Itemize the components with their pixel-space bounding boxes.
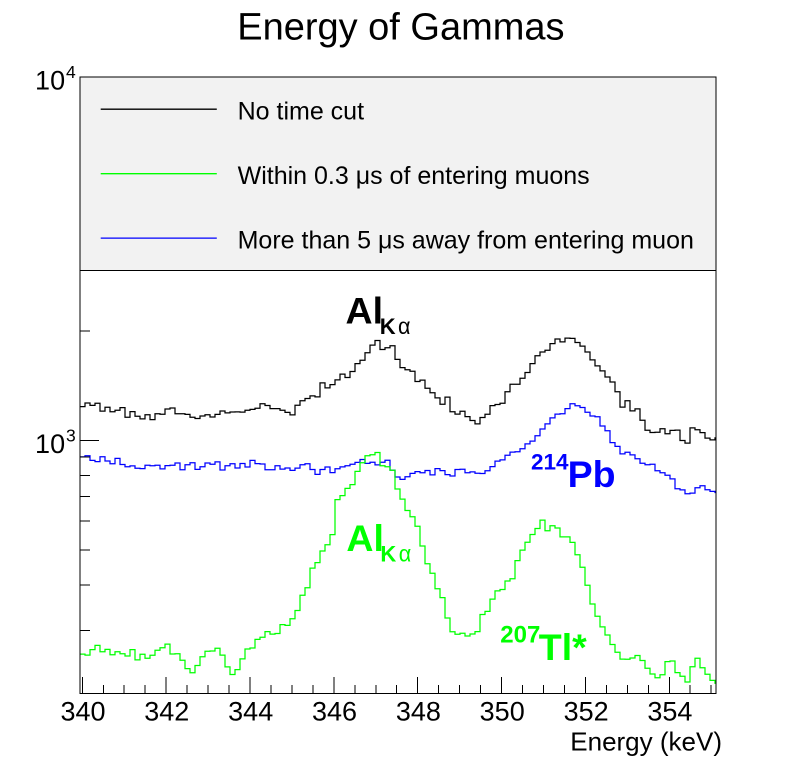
svg-text:Al: Al: [346, 290, 384, 332]
svg-text:Within 0.3 μs of entering muon: Within 0.3 μs of entering muons: [238, 162, 590, 190]
svg-text:10: 10: [35, 429, 65, 459]
svg-text:Al: Al: [346, 517, 384, 559]
svg-text:340: 340: [60, 697, 105, 727]
svg-text:342: 342: [144, 697, 189, 727]
svg-text:350: 350: [480, 697, 525, 727]
svg-text:354: 354: [647, 697, 692, 727]
svg-text:Energy of Gammas: Energy of Gammas: [237, 7, 564, 49]
svg-text:214: 214: [531, 449, 569, 474]
svg-text:Tl*: Tl*: [539, 626, 587, 668]
svg-text:Pb: Pb: [568, 453, 616, 495]
svg-text:207: 207: [500, 622, 540, 649]
svg-text:4: 4: [66, 62, 76, 82]
svg-text:K: K: [380, 541, 396, 566]
svg-text:352: 352: [564, 697, 609, 727]
svg-text:More than 5 μs away from enter: More than 5 μs away from entering muon: [238, 227, 694, 255]
svg-text:348: 348: [396, 697, 441, 727]
svg-text:No time cut: No time cut: [238, 98, 364, 126]
svg-text:3: 3: [66, 426, 76, 446]
svg-text:Energy (keV): Energy (keV): [570, 726, 722, 756]
svg-text:α: α: [398, 313, 411, 339]
svg-text:346: 346: [312, 697, 357, 727]
svg-text:α: α: [399, 540, 412, 566]
svg-text:344: 344: [228, 697, 273, 727]
svg-text:10: 10: [35, 65, 65, 95]
svg-text:K: K: [380, 314, 396, 339]
